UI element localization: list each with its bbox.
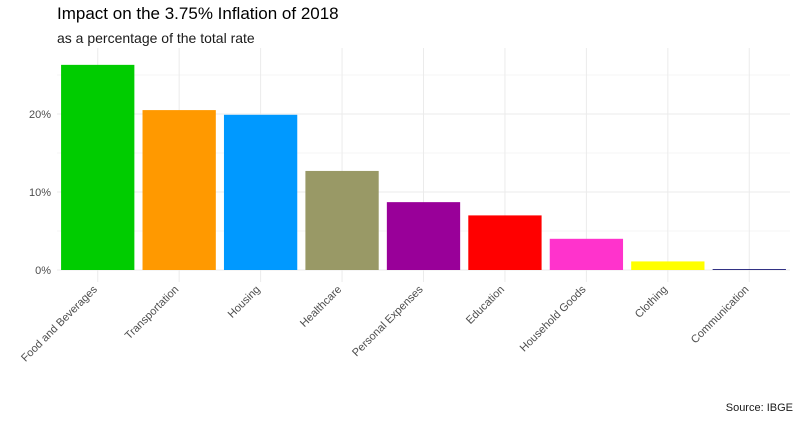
bar-education	[468, 215, 542, 270]
bar-transportation	[142, 110, 216, 270]
bar-healthcare	[305, 170, 379, 270]
chart-title: Impact on the 3.75% Inflation of 2018	[57, 4, 339, 23]
x-tick-label: Transportation	[123, 284, 181, 342]
x-tick-label: Healthcare	[298, 284, 344, 330]
source-caption: Source: IBGE	[725, 402, 793, 414]
x-tick-label: Personal Expenses	[350, 283, 426, 359]
x-tick-label: Food and Beverages	[19, 283, 100, 364]
bar-housing	[223, 114, 298, 270]
bar-personal-expenses	[386, 202, 461, 270]
x-tick-label: Household Goods	[518, 283, 589, 354]
x-tick-label: Clothing	[633, 284, 670, 321]
y-tick-label: 0%	[35, 265, 51, 277]
x-tick-label: Communication	[689, 284, 752, 347]
bar-clothing	[631, 261, 705, 270]
bar-food-and-beverages	[61, 64, 135, 270]
bar-communication	[712, 269, 786, 270]
y-tick-label: 10%	[29, 187, 51, 199]
y-tick-label: 20%	[29, 109, 51, 121]
x-tick-label: Education	[464, 284, 507, 327]
bar-household-goods	[549, 238, 624, 270]
x-tick-label: Housing	[226, 284, 263, 321]
chart-subtitle: as a percentage of the total rate	[57, 30, 255, 46]
